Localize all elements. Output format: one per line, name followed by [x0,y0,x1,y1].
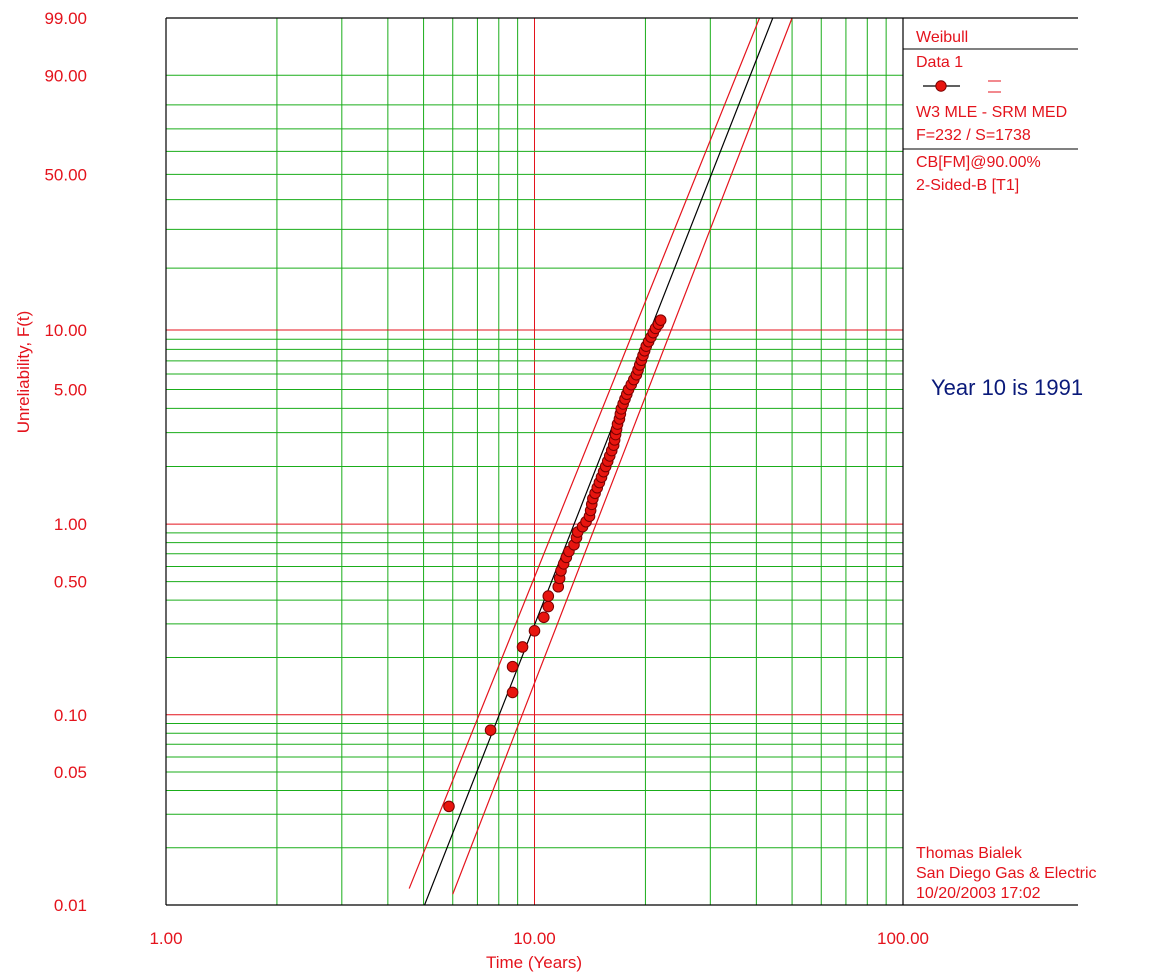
data-point [542,600,555,613]
y-tick-label: 0.01 [54,896,87,915]
data-points [443,314,667,813]
y-tick-label: 0.50 [54,573,87,592]
y-axis-title: Unreliability, F(t) [14,311,33,433]
y-tick-label: 90.00 [44,66,87,85]
data-point [654,314,667,326]
y-tick-label: 99.00 [44,9,87,28]
legend-series-marker [935,80,947,92]
annotation-year: Year 10 is 1991 [931,375,1083,400]
legend-series-name: Data 1 [916,54,963,71]
data-point [516,641,529,653]
plot-frame [165,17,1078,906]
tick-labels: 99.00 90.00 50.00 10.00 5.00 1.00 0.50 0.10 0.05… [44,9,929,948]
data-point [528,625,541,637]
footer-author: Thomas Bialek [916,845,1023,862]
legend-counts: F=232 / S=1738 [916,127,1031,144]
weibull-fit-line [423,18,774,905]
x-tick-label: 10.00 [513,929,556,948]
legend: Weibull Data 1 W3 MLE - SRM MED F=232 / … [916,29,1067,194]
x-tick-label: 100.00 [877,929,929,948]
legend-fit-method: W3 MLE - SRM MED [916,104,1067,121]
x-tick-label: 1.00 [149,929,182,948]
grid-lines [166,18,903,905]
footer-company: San Diego Gas & Electric [916,865,1097,882]
y-tick-label: 0.05 [54,763,87,782]
footer: Thomas Bialek San Diego Gas & Electric 1… [916,845,1097,902]
fit-lines [408,18,793,905]
legend-confidence: CB[FM]@90.00% [916,154,1041,171]
data-point [443,800,455,813]
data-point [506,686,519,699]
data-point [484,724,497,736]
y-tick-label: 0.10 [54,706,87,725]
upper-confidence-bound [408,18,761,889]
legend-distribution: Weibull [916,29,968,46]
footer-date: 10/20/2003 17:02 [916,885,1041,902]
data-point [542,590,555,602]
y-tick-label: 10.00 [44,321,87,340]
y-tick-label: 50.00 [44,165,87,184]
data-point [538,611,550,624]
y-tick-label: 5.00 [54,381,87,400]
y-tick-label: 1.00 [54,515,87,534]
x-axis-title: Time (Years) [486,953,582,972]
lower-confidence-bound [452,18,793,895]
legend-bound-type: 2-Sided-B [T1] [916,177,1019,194]
data-point [506,660,519,673]
